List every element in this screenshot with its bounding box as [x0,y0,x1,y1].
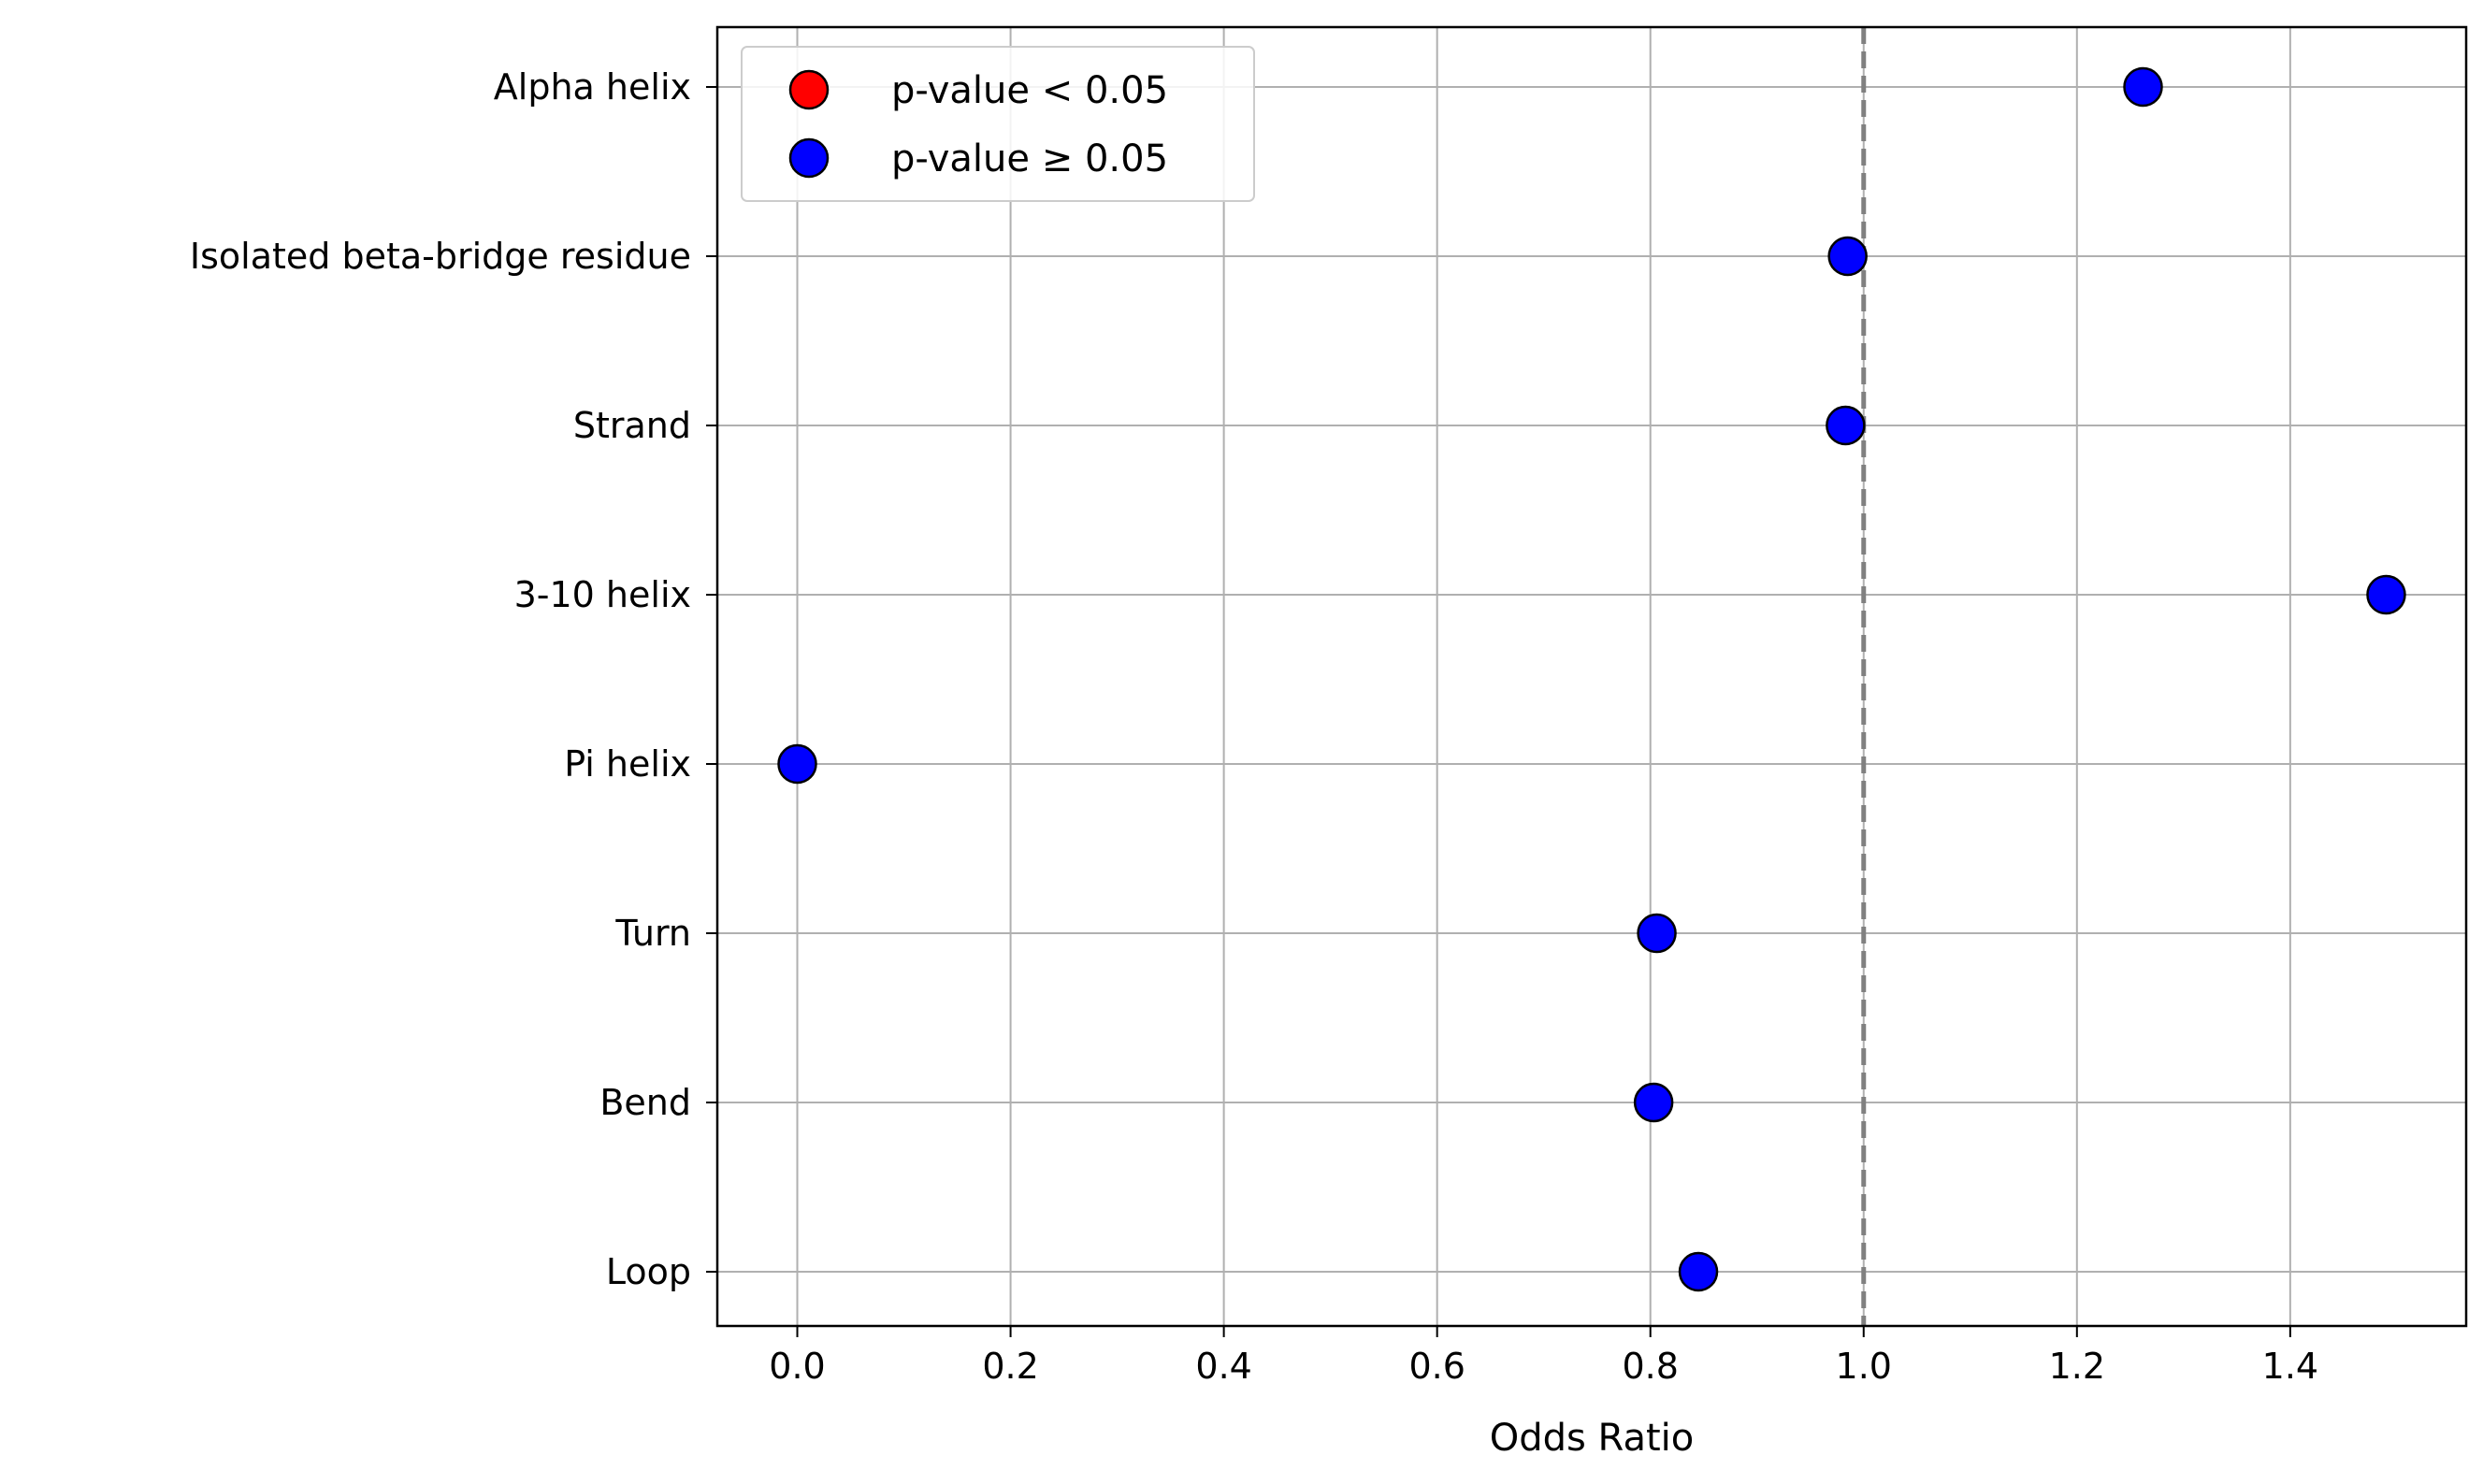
legend-label-significant: p-value < 0.05 [891,69,1168,112]
grid-layer [717,27,2466,1326]
y-tick-label: Bend [599,1082,691,1123]
x-tick-label: 0.8 [1622,1346,1678,1387]
y-tick-label: Alpha helix [494,66,691,108]
data-point [2366,574,2406,615]
y-tick-label: Isolated beta-bridge residue [190,236,691,277]
legend-label-not-significant: p-value ≥ 0.05 [891,137,1168,180]
x-tick-label: 0.0 [769,1346,825,1387]
data-point [1637,913,1677,954]
x-tick-label: 0.2 [982,1346,1038,1387]
data-point [1827,236,1868,277]
x-tick-label: 1.2 [2049,1346,2105,1387]
x-tick-label: 1.0 [1836,1346,1892,1387]
data-point [1826,405,1866,446]
x-tick-label: 0.6 [1408,1346,1465,1387]
legend-marker-significant [788,69,830,110]
legend: p-value < 0.05 p-value ≥ 0.05 [741,46,1255,202]
y-tick-label: 3-10 helix [514,574,691,615]
legend-marker-not-significant [788,137,830,179]
y-tick-label: Loop [606,1251,691,1292]
data-point [1633,1082,1674,1123]
y-tick-label: Turn [614,913,691,954]
data-point [1678,1251,1719,1292]
data-point [2123,66,2163,108]
y-tick-label: Pi helix [564,743,691,785]
y-tick-label: Strand [573,405,691,446]
x-tick-label: 1.4 [2262,1346,2318,1387]
x-tick-label: 0.4 [1195,1346,1251,1387]
data-point [777,743,817,785]
legend-box [741,46,1255,202]
axis-ticks: 0.0 0.2 0.4 0.6 0.8 1.0 1.2 1.4 Alpha helix Isola… [190,66,2318,1387]
plot-area-frame [715,25,2468,1328]
x-axis-label: Odds Ratio [1490,1417,1695,1460]
data-points [777,66,2406,1292]
